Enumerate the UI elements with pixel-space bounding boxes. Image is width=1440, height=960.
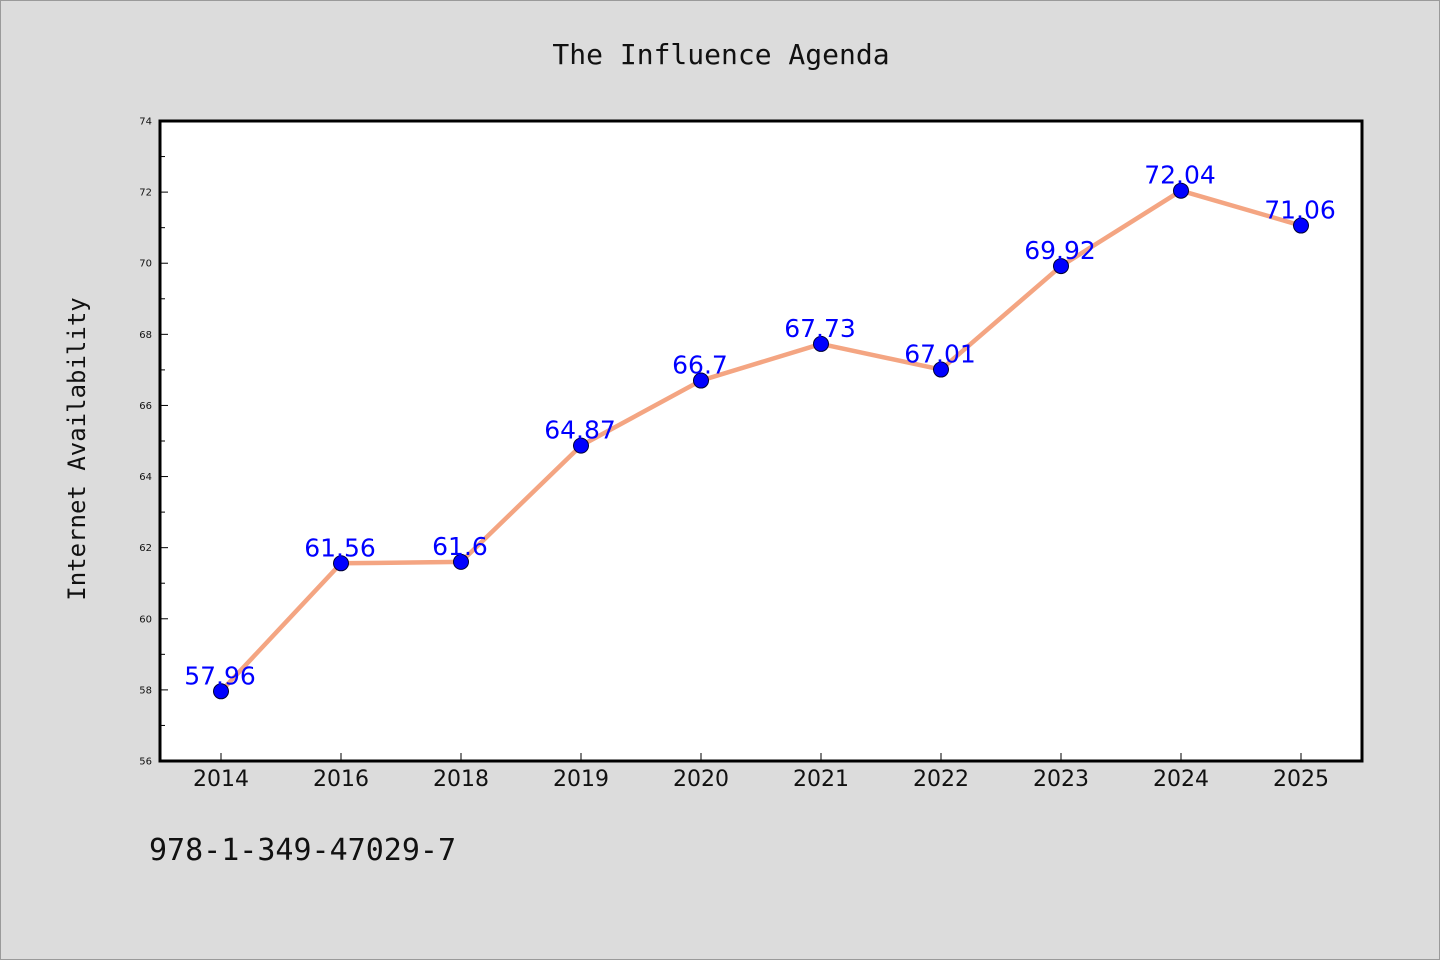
x-tick-label: 2021 <box>793 767 849 792</box>
x-tick-label: 2019 <box>553 767 609 792</box>
data-label: 72.04 <box>1144 161 1216 190</box>
data-point <box>573 437 589 454</box>
data-label: 64.87 <box>544 416 616 445</box>
x-tick-label: 2016 <box>313 767 369 792</box>
data-point <box>333 555 349 572</box>
data-labels: 57.96 61.56 61.6 64.87 66.7 67.73 67.01 69.92 72… <box>184 161 1336 691</box>
data-label: 57.96 <box>184 661 256 690</box>
y-tick-label: 62 <box>139 543 152 554</box>
y-axis-label: Internet Availability <box>63 297 91 600</box>
data-point <box>1173 182 1189 199</box>
x-tick-label: 2023 <box>1033 767 1089 792</box>
x-tick-label: 2020 <box>673 767 729 792</box>
x-tick-label: 2025 <box>1273 767 1329 792</box>
y-tick-label: 70 <box>139 259 152 270</box>
y-tick-label: 64 <box>139 472 152 483</box>
y-tick-label: 66 <box>139 401 152 412</box>
chart-title: The Influence Agenda <box>552 38 889 71</box>
data-point <box>453 553 469 570</box>
data-label: 61.6 <box>432 532 488 561</box>
data-label: 69.92 <box>1024 236 1096 265</box>
data-point <box>1053 258 1069 275</box>
data-label: 67.01 <box>904 340 976 369</box>
data-label: 71.06 <box>1264 196 1336 225</box>
plot-area <box>158 119 1364 763</box>
y-tick-label: 56 <box>139 757 152 768</box>
data-point <box>1293 217 1309 234</box>
y-axis: 56 58 60 62 64 66 68 70 72 74 <box>139 117 168 768</box>
y-tick-label: 58 <box>139 685 152 696</box>
data-point <box>813 335 829 352</box>
data-point <box>933 361 949 378</box>
isbn-text: 978-1-349-47029-7 <box>149 833 457 868</box>
data-label: 67.73 <box>784 314 856 343</box>
x-tick-label: 2022 <box>913 767 969 792</box>
y-tick-label: 60 <box>139 614 152 625</box>
series-layer <box>213 182 1309 700</box>
data-label: 66.7 <box>672 351 728 380</box>
series-line <box>218 188 1304 694</box>
x-tick-label: 2014 <box>193 767 249 792</box>
data-label: 61.56 <box>304 533 376 562</box>
data-point <box>693 372 709 389</box>
y-tick-label: 68 <box>139 330 152 341</box>
x-axis: 2014 2016 2018 2019 2020 2021 2022 2023 2024 2025 <box>193 753 1329 792</box>
y-tick-label: 74 <box>139 117 152 128</box>
x-tick-label: 2018 <box>433 767 489 792</box>
y-tick-label: 72 <box>139 188 152 199</box>
data-point <box>213 683 229 700</box>
x-tick-label: 2024 <box>1153 767 1209 792</box>
